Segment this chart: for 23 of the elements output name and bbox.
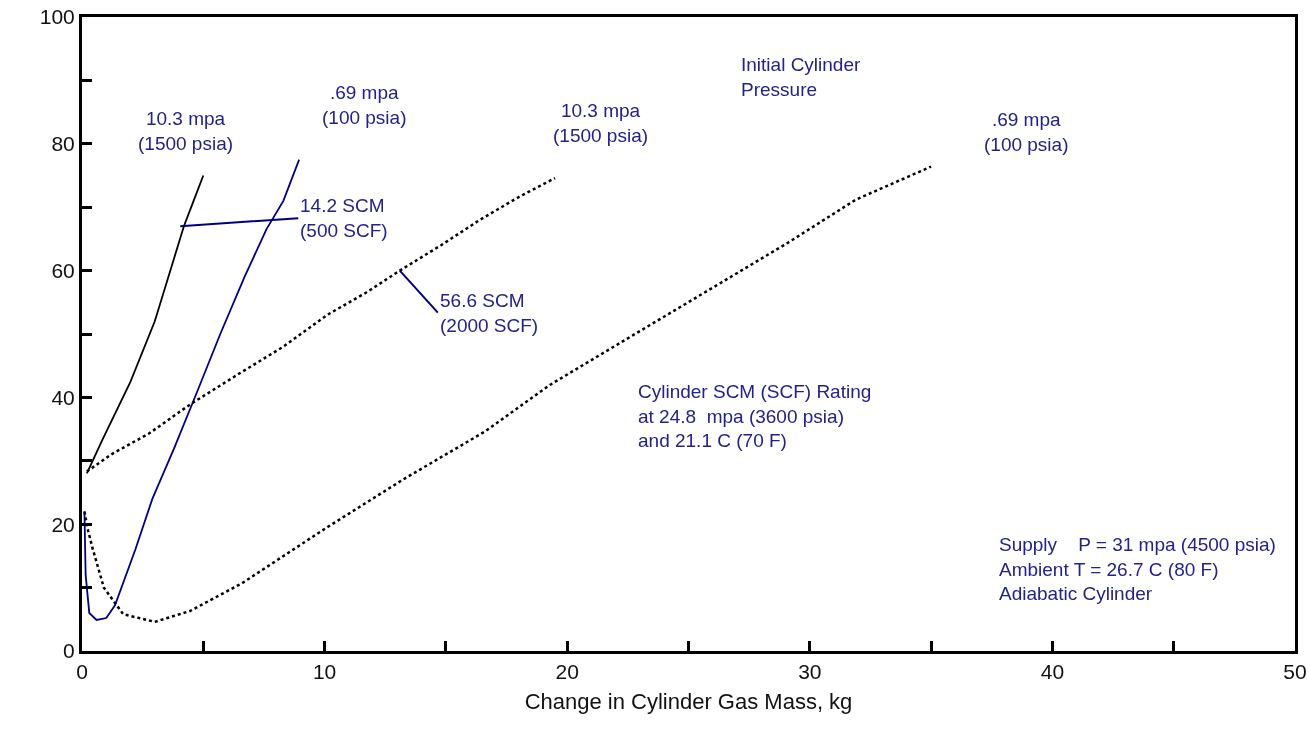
x-tick-label: 30 <box>798 660 822 684</box>
annotation: 14.2 SCM (500 SCF) <box>300 195 388 241</box>
y-tick-label: 0 <box>63 639 75 663</box>
annotation: Supply P = 31 mpa (4500 psia) Ambient T = 26.7 C (80 F) Adiabatic Cylinder <box>999 534 1276 605</box>
annotation: Initial Cylinder Pressure <box>741 54 861 100</box>
x-axis-title: Change in Cylinder Gas Mass, kg <box>524 689 853 715</box>
annotation: 10.3 mpa (1500 psia) <box>553 100 649 146</box>
y-tick-label: 20 <box>51 512 75 536</box>
annotation: 56.6 SCM (2000 SCF) <box>440 290 539 336</box>
line-series <box>83 158 301 621</box>
annotation: .69 mpa (100 psia) <box>322 82 407 128</box>
x-tick-label: 40 <box>1040 660 1065 684</box>
annotation: 10.3 mpa (1500 psia) <box>138 108 234 154</box>
annotation: .69 mpa (100 psia) <box>984 109 1069 155</box>
line-series <box>83 165 933 624</box>
y-tick-label: 40 <box>51 385 75 409</box>
y-tick-label: 80 <box>51 132 75 156</box>
y-tick-label: 60 <box>51 258 75 282</box>
x-tick-label: 50 <box>1283 660 1307 684</box>
y-tick-label: 100 <box>39 5 75 29</box>
annotation: Cylinder SCM (SCF) Rating at 24.8 mpa (3600 psia) and 21.1 C (70 F) <box>638 381 872 452</box>
x-tick-label: 20 <box>555 660 579 684</box>
x-tick-label: 10 <box>312 660 337 684</box>
